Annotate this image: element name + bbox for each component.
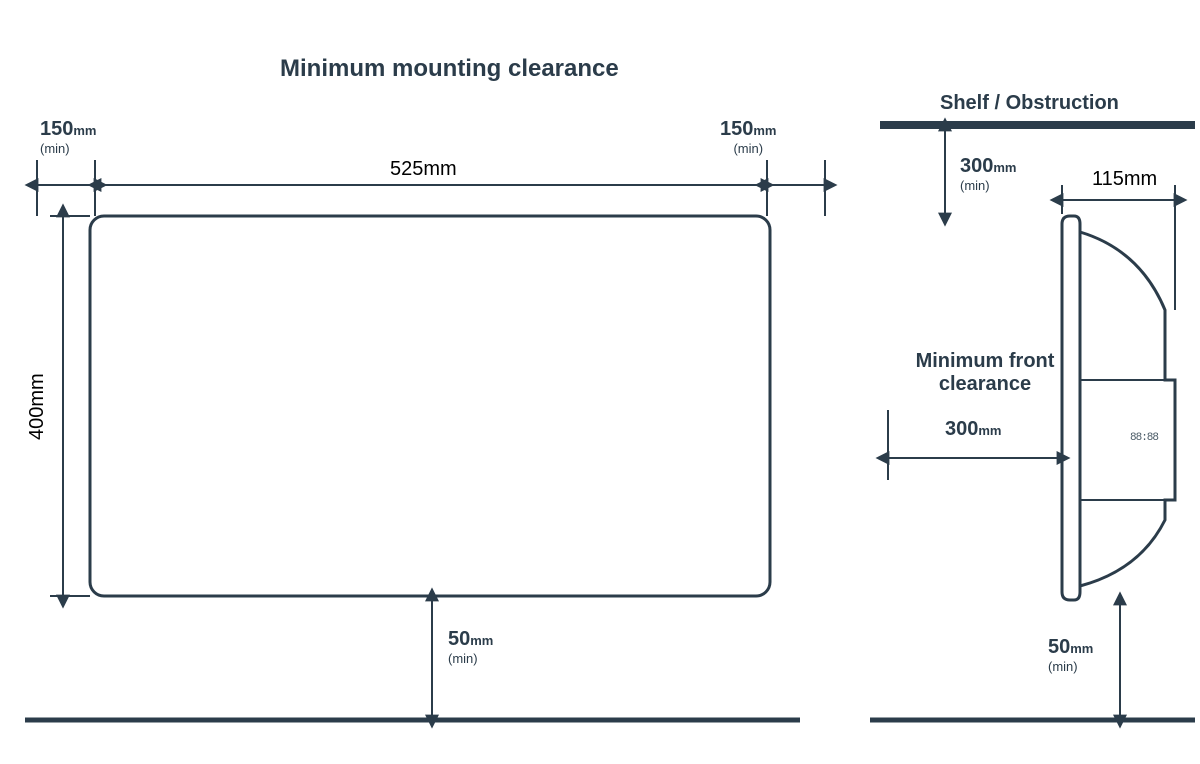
dim-unit: mm: [470, 633, 493, 648]
heater-side: [1062, 216, 1175, 600]
dim-sub: (min): [448, 651, 493, 666]
dim-unit: mm: [753, 123, 776, 138]
dim-sub: (min): [1048, 659, 1093, 674]
front-clearance-title-l1: Minimum front: [900, 350, 1070, 373]
dim-bottom-front-label: 50mm (min): [448, 628, 493, 666]
diagram-title: Minimum mounting clearance: [280, 55, 619, 83]
dim-value: 150: [720, 118, 753, 140]
dim-height-label: 400mm: [26, 373, 49, 440]
front-panel: [90, 216, 770, 596]
dim-unit: mm: [993, 160, 1016, 175]
dim-value: 50: [1048, 636, 1070, 658]
dim-top-clearance-label: 300mm (min): [960, 155, 1017, 193]
dim-unit: mm: [978, 423, 1001, 438]
dim-sub: (min): [960, 178, 1017, 193]
dim-right-clearance-label: 150mm (min): [720, 118, 777, 156]
dim-sub: (min): [40, 141, 97, 156]
shelf-label: Shelf / Obstruction: [940, 92, 1119, 115]
front-clearance-title: Minimum front clearance: [900, 350, 1070, 396]
dim-value: 150: [40, 118, 73, 140]
dim-value: 300: [945, 418, 978, 440]
dim-unit: mm: [73, 123, 96, 138]
diagram-root: Minimum mounting clearance 150mm (min) 5…: [0, 0, 1200, 764]
front-clearance-title-l2: clearance: [900, 373, 1070, 396]
dim-depth-label: 115mm: [1092, 168, 1157, 191]
dim-front-clearance-label: 300mm: [945, 418, 1002, 441]
dim-sub: (min): [720, 141, 777, 156]
dim-value: 300: [960, 155, 993, 177]
dim-unit: mm: [1070, 641, 1093, 656]
dim-width-label: 525mm: [390, 158, 457, 181]
dim-value: 50: [448, 628, 470, 650]
heater-display: 88:88: [1130, 432, 1158, 444]
dim-bottom-side-label: 50mm (min): [1048, 636, 1093, 674]
dim-left-clearance-label: 150mm (min): [40, 118, 97, 156]
